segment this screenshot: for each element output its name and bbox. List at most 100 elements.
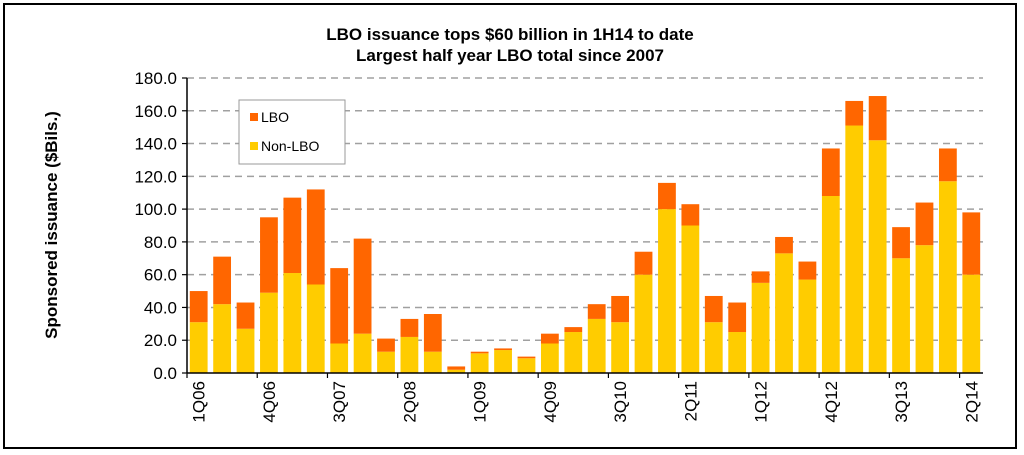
bar-non-lbo-3Q09: [517, 358, 536, 373]
bar-non-lbo-2Q14: [962, 274, 981, 373]
bar-lbo-1Q09: [470, 351, 489, 354]
x-tick-label: 3Q10: [611, 381, 630, 423]
bar-non-lbo-4Q06: [260, 292, 278, 373]
bar-lbo-1Q07: [283, 197, 302, 274]
x-tick-label: 4Q09: [541, 381, 560, 423]
bar-lbo-4Q10: [634, 251, 653, 275]
y-tick-label: 60.0: [144, 266, 177, 285]
bar-non-lbo-3Q06: [236, 328, 255, 373]
bar-lbo-2Q11: [681, 204, 700, 226]
bar-non-lbo-2Q09: [494, 350, 512, 373]
x-tick-label: 2Q11: [681, 381, 700, 421]
bar-non-lbo-1Q11: [658, 209, 676, 373]
legend-label-lbo: LBO: [261, 109, 289, 125]
x-tick-label: 1Q06: [190, 381, 209, 423]
bar-non-lbo-3Q13: [892, 258, 910, 373]
y-tick-label: 40.0: [144, 298, 177, 317]
legend: LBO Non-LBO: [238, 99, 346, 165]
x-tick-label: 2Q08: [400, 381, 419, 423]
bar-lbo-3Q08: [423, 314, 442, 352]
bar-lbo-2Q10: [587, 304, 606, 319]
bar-non-lbo-1Q13: [845, 125, 864, 374]
y-tick-label: 180.0: [134, 69, 177, 88]
y-tick-label: 20.0: [144, 331, 177, 350]
bar-lbo-3Q06: [236, 302, 255, 329]
bar-lbo-1Q06: [189, 291, 208, 323]
axes: [182, 77, 983, 378]
bar-lbo-2Q07: [306, 189, 325, 285]
bar-non-lbo-4Q10: [634, 274, 653, 373]
y-tick-label: 120.0: [134, 167, 177, 186]
bar-lbo-4Q13: [915, 202, 934, 246]
bar-non-lbo-1Q07: [283, 273, 302, 373]
bars: [189, 96, 981, 374]
legend-swatch-non-lbo: [250, 142, 258, 150]
chart-frame: LBO issuance tops $60 billion in 1H14 to…: [3, 3, 1017, 449]
bar-lbo-2Q06: [213, 256, 232, 305]
bar-non-lbo-1Q06: [189, 322, 208, 373]
bar-non-lbo-2Q10: [587, 318, 606, 373]
bar-lbo-3Q10: [611, 295, 630, 323]
bar-lbo-4Q09: [540, 333, 559, 344]
bar-non-lbo-1Q09: [470, 353, 489, 373]
x-tick-label: 3Q07: [330, 381, 349, 423]
bar-lbo-2Q12: [775, 236, 793, 254]
bar-lbo-2Q14: [962, 212, 981, 275]
bar-non-lbo-1Q14: [938, 181, 957, 373]
x-tick-label: 4Q12: [822, 381, 841, 423]
bar-lbo-4Q08: [447, 366, 466, 370]
bar-non-lbo-3Q10: [611, 322, 630, 373]
bar-lbo-4Q11: [728, 302, 747, 333]
bar-lbo-2Q08: [400, 318, 419, 337]
bar-lbo-1Q14: [938, 148, 957, 182]
bar-lbo-3Q12: [798, 261, 817, 280]
bar-lbo-3Q13: [892, 227, 910, 259]
x-tick-label: 1Q12: [752, 381, 771, 423]
bar-lbo-1Q11: [658, 182, 676, 210]
bar-lbo-1Q10: [564, 327, 583, 333]
y-tick-label: 80.0: [144, 233, 177, 252]
y-tick-label: 100.0: [134, 200, 177, 219]
bar-lbo-1Q13: [845, 100, 864, 126]
bar-non-lbo-3Q08: [423, 351, 442, 373]
bar-non-lbo-4Q08: [447, 369, 466, 373]
chart-subtitle: Largest half year LBO total since 2007: [356, 46, 664, 65]
y-axis-label: Sponsored issuance ($Bils.): [42, 111, 61, 339]
bar-lbo-3Q07: [330, 268, 349, 344]
bar-non-lbo-4Q07: [353, 333, 372, 373]
y-tick-label: 160.0: [134, 102, 177, 121]
bar-non-lbo-4Q13: [915, 245, 934, 373]
bar-non-lbo-3Q07: [330, 343, 349, 373]
bar-lbo-1Q08: [377, 338, 395, 352]
x-tick-label: 3Q13: [892, 381, 911, 423]
bar-lbo-4Q12: [821, 148, 840, 196]
bar-non-lbo-4Q11: [728, 332, 747, 373]
bar-non-lbo-1Q08: [377, 351, 395, 373]
bar-lbo-3Q11: [704, 295, 723, 323]
y-tick-label: 140.0: [134, 135, 177, 154]
bar-non-lbo-2Q08: [400, 336, 419, 373]
bar-non-lbo-3Q12: [798, 279, 817, 373]
bar-lbo-1Q12: [751, 271, 770, 283]
x-tick-labels: 1Q06 4Q06 3Q07 2Q08 1Q09 4Q09 3Q10 2Q11 1Q12 4Q12…: [190, 381, 982, 423]
bar-non-lbo-3Q11: [704, 322, 723, 373]
legend-label-non-lbo: Non-LBO: [261, 138, 319, 154]
bar-lbo-2Q09: [494, 348, 512, 351]
bar-lbo-4Q06: [260, 217, 278, 293]
y-tick-labels: 0.0 20.0 40.0 60.0 80.0 100.0 120.0 140.0 160.0 1…: [134, 69, 177, 383]
bar-non-lbo-1Q12: [751, 282, 770, 373]
legend-box: [238, 99, 346, 165]
x-tick-label: 1Q09: [471, 381, 490, 423]
bar-non-lbo-2Q12: [775, 253, 793, 373]
bar-non-lbo-2Q06: [213, 304, 232, 373]
legend-swatch-lbo: [250, 113, 258, 121]
bar-non-lbo-1Q10: [564, 332, 583, 373]
bar-non-lbo-2Q07: [306, 284, 325, 373]
chart: LBO issuance tops $60 billion in 1H14 to…: [42, 25, 983, 423]
bar-lbo-3Q09: [517, 356, 536, 359]
chart-title: LBO issuance tops $60 billion in 1H14 to…: [326, 25, 693, 44]
bar-non-lbo-4Q09: [540, 343, 559, 373]
y-tick-label: 0.0: [153, 364, 177, 383]
bar-lbo-4Q07: [353, 238, 372, 334]
bar-non-lbo-2Q11: [681, 225, 700, 373]
